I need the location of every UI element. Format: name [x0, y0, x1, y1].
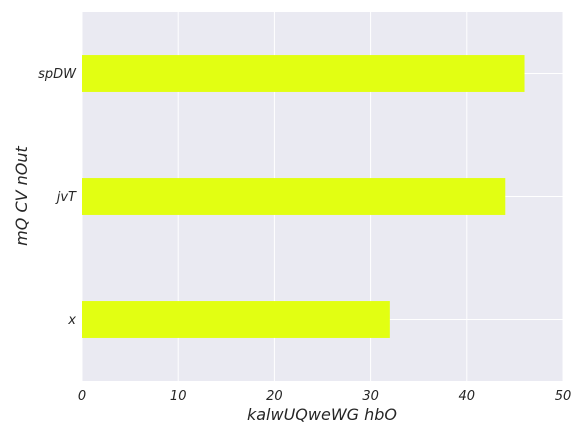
x-tick-label: 50: [555, 389, 572, 404]
x-tick-label: 10: [170, 389, 187, 404]
bars: [82, 55, 525, 338]
x-tick-label: 40: [459, 389, 476, 404]
x-tick-labels: 0 10 20 30 40 50: [78, 389, 571, 404]
bar-x: [82, 301, 390, 338]
x-axis-title: kalwUQweWG hbO: [247, 405, 397, 424]
y-tick-label: spDW: [38, 67, 77, 82]
x-tick-label: 0: [78, 389, 86, 404]
x-tick-label: 30: [362, 389, 379, 404]
y-tick-label: x: [67, 313, 76, 328]
y-axis-title: mQ CV nOut: [12, 145, 31, 245]
x-tick-label: 20: [266, 389, 283, 404]
bar-jvT: [82, 178, 506, 215]
y-tick-label: jvT: [55, 190, 77, 205]
y-tick-labels: x jvT spDW: [38, 67, 77, 328]
bar-spDW: [82, 55, 525, 92]
